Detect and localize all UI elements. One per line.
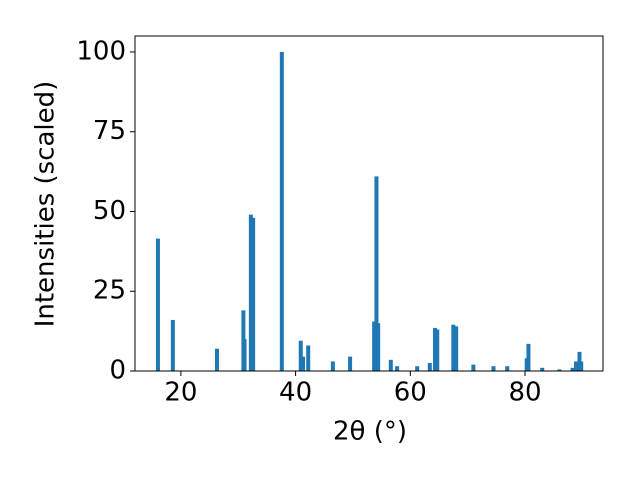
bar xyxy=(526,343,531,371)
x-tick-label: 60 xyxy=(394,378,427,408)
bar xyxy=(395,366,400,371)
bar xyxy=(155,238,160,371)
x-axis-label: 2θ (°) xyxy=(333,417,407,447)
bar xyxy=(491,366,496,371)
bar xyxy=(540,367,545,371)
y-tick-label: 25 xyxy=(93,276,126,306)
y-tick-label: 100 xyxy=(76,36,126,66)
bar xyxy=(330,361,335,371)
bar xyxy=(579,361,584,371)
bar xyxy=(454,326,459,371)
bar xyxy=(427,363,432,371)
y-axis-label: Intensities (scaled) xyxy=(31,81,61,328)
bar xyxy=(251,217,256,371)
bar xyxy=(301,356,306,371)
bar xyxy=(374,176,379,371)
bar xyxy=(376,323,381,371)
bar xyxy=(574,361,579,371)
bar xyxy=(451,324,456,371)
bar xyxy=(570,367,575,371)
y-tick-label: 50 xyxy=(93,196,126,226)
bar xyxy=(435,329,440,371)
bar xyxy=(298,340,303,371)
bar xyxy=(170,319,175,371)
bar xyxy=(372,321,377,371)
bar xyxy=(248,214,253,371)
x-tick-label: 80 xyxy=(508,378,541,408)
bar xyxy=(415,366,420,371)
bar xyxy=(557,369,562,371)
bar xyxy=(432,327,437,371)
bar xyxy=(348,356,353,371)
bar xyxy=(471,364,476,371)
bar xyxy=(279,51,284,371)
y-tick-label: 0 xyxy=(109,356,126,386)
x-tick-label: 40 xyxy=(279,378,312,408)
x-tick-label: 20 xyxy=(164,378,197,408)
y-tick-label: 75 xyxy=(93,116,126,146)
bar xyxy=(242,339,247,371)
plot-frame xyxy=(134,35,604,372)
bar xyxy=(388,359,393,371)
bar xyxy=(306,345,311,371)
bar xyxy=(215,348,220,371)
bar xyxy=(505,366,510,371)
